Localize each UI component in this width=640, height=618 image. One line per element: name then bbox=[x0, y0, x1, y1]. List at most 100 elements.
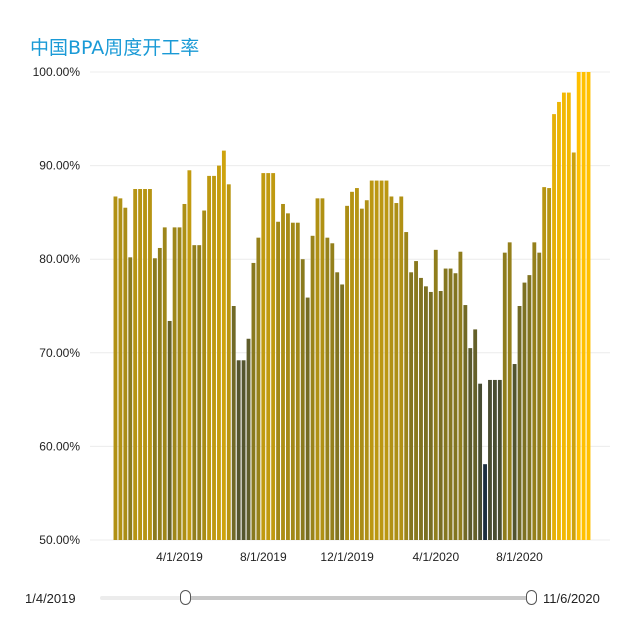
bar[interactable] bbox=[148, 189, 152, 540]
bar[interactable] bbox=[241, 360, 246, 540]
slider-selected-range[interactable] bbox=[186, 596, 531, 600]
bar[interactable] bbox=[123, 207, 128, 540]
bar[interactable] bbox=[424, 286, 428, 540]
bar[interactable] bbox=[350, 191, 354, 540]
bar[interactable] bbox=[310, 235, 315, 541]
bar[interactable] bbox=[414, 261, 418, 540]
bar[interactable] bbox=[488, 379, 492, 540]
bar[interactable] bbox=[379, 180, 384, 540]
bar[interactable] bbox=[404, 232, 409, 540]
bar[interactable] bbox=[113, 196, 118, 541]
bar[interactable] bbox=[497, 379, 502, 540]
bar[interactable] bbox=[517, 306, 522, 540]
bar[interactable] bbox=[157, 247, 162, 540]
bar[interactable] bbox=[340, 284, 345, 540]
bar[interactable] bbox=[276, 221, 280, 540]
bar[interactable] bbox=[207, 175, 212, 540]
bar[interactable] bbox=[547, 188, 552, 540]
bar[interactable] bbox=[433, 249, 438, 540]
bar[interactable] bbox=[300, 259, 305, 540]
bar[interactable] bbox=[492, 379, 497, 540]
bar[interactable] bbox=[266, 173, 271, 540]
bar[interactable] bbox=[409, 272, 414, 540]
bar[interactable] bbox=[586, 72, 591, 540]
bar[interactable] bbox=[172, 227, 177, 540]
bar[interactable] bbox=[512, 364, 517, 540]
bar[interactable] bbox=[192, 245, 197, 540]
bar[interactable] bbox=[152, 258, 157, 540]
bar[interactable] bbox=[320, 198, 325, 541]
bar[interactable] bbox=[221, 150, 226, 540]
bar[interactable] bbox=[483, 464, 487, 540]
bar[interactable] bbox=[143, 189, 147, 540]
bar[interactable] bbox=[364, 200, 369, 541]
bar[interactable] bbox=[236, 360, 241, 540]
bar[interactable] bbox=[261, 173, 266, 540]
bar[interactable] bbox=[428, 291, 433, 540]
bar[interactable] bbox=[355, 188, 359, 540]
slider-right-handle[interactable] bbox=[526, 590, 537, 605]
bar[interactable] bbox=[438, 291, 443, 540]
bar[interactable] bbox=[399, 196, 404, 541]
bar[interactable] bbox=[453, 273, 458, 540]
bar[interactable] bbox=[458, 251, 463, 540]
bar[interactable] bbox=[335, 272, 340, 540]
bar[interactable] bbox=[448, 268, 453, 540]
bar[interactable] bbox=[167, 320, 172, 540]
bar[interactable] bbox=[359, 208, 364, 540]
bar[interactable] bbox=[576, 72, 581, 540]
bar[interactable] bbox=[389, 196, 394, 541]
bar[interactable] bbox=[138, 189, 143, 540]
bar[interactable] bbox=[394, 203, 399, 541]
bar[interactable] bbox=[384, 180, 389, 540]
bar[interactable] bbox=[532, 242, 537, 540]
bar[interactable] bbox=[443, 268, 448, 540]
bar[interactable] bbox=[542, 187, 547, 540]
bar[interactable] bbox=[187, 170, 192, 540]
bar[interactable] bbox=[345, 205, 349, 540]
bar[interactable] bbox=[197, 245, 202, 540]
bar[interactable] bbox=[473, 329, 478, 540]
bar[interactable] bbox=[552, 114, 556, 541]
bar[interactable] bbox=[290, 222, 295, 540]
bar[interactable] bbox=[325, 237, 330, 541]
bar[interactable] bbox=[522, 282, 527, 540]
bar[interactable] bbox=[557, 101, 561, 540]
bar[interactable] bbox=[226, 184, 231, 540]
bar[interactable] bbox=[478, 383, 483, 540]
bar[interactable] bbox=[231, 306, 236, 540]
bar[interactable] bbox=[537, 252, 542, 540]
date-range-slider[interactable]: 1/4/2019 11/6/2020 bbox=[0, 585, 640, 615]
bar[interactable] bbox=[162, 227, 167, 540]
bar[interactable] bbox=[374, 180, 379, 540]
bar[interactable] bbox=[561, 92, 566, 540]
bar[interactable] bbox=[133, 189, 138, 540]
slider-left-handle[interactable] bbox=[180, 590, 191, 605]
bar[interactable] bbox=[566, 92, 571, 540]
bar[interactable] bbox=[468, 348, 473, 540]
bar[interactable] bbox=[295, 222, 300, 540]
bar[interactable] bbox=[271, 173, 276, 540]
bar[interactable] bbox=[305, 297, 310, 540]
bar[interactable] bbox=[315, 198, 320, 541]
bar[interactable] bbox=[507, 242, 512, 540]
bar[interactable] bbox=[281, 203, 285, 541]
bar[interactable] bbox=[251, 262, 256, 540]
bar[interactable] bbox=[246, 338, 251, 540]
bar[interactable] bbox=[182, 203, 187, 541]
bar[interactable] bbox=[581, 72, 586, 540]
bar[interactable] bbox=[369, 180, 374, 540]
bar[interactable] bbox=[419, 277, 423, 540]
bar[interactable] bbox=[256, 237, 261, 541]
bar[interactable] bbox=[202, 210, 207, 540]
bar[interactable] bbox=[177, 227, 182, 540]
bar[interactable] bbox=[217, 165, 221, 540]
bar[interactable] bbox=[330, 243, 335, 541]
bar[interactable] bbox=[212, 175, 216, 540]
bar[interactable] bbox=[463, 305, 468, 540]
bar[interactable] bbox=[286, 213, 290, 540]
bar[interactable] bbox=[527, 275, 532, 540]
bar[interactable] bbox=[571, 152, 576, 541]
bar[interactable] bbox=[118, 198, 123, 541]
bar[interactable] bbox=[502, 252, 507, 540]
